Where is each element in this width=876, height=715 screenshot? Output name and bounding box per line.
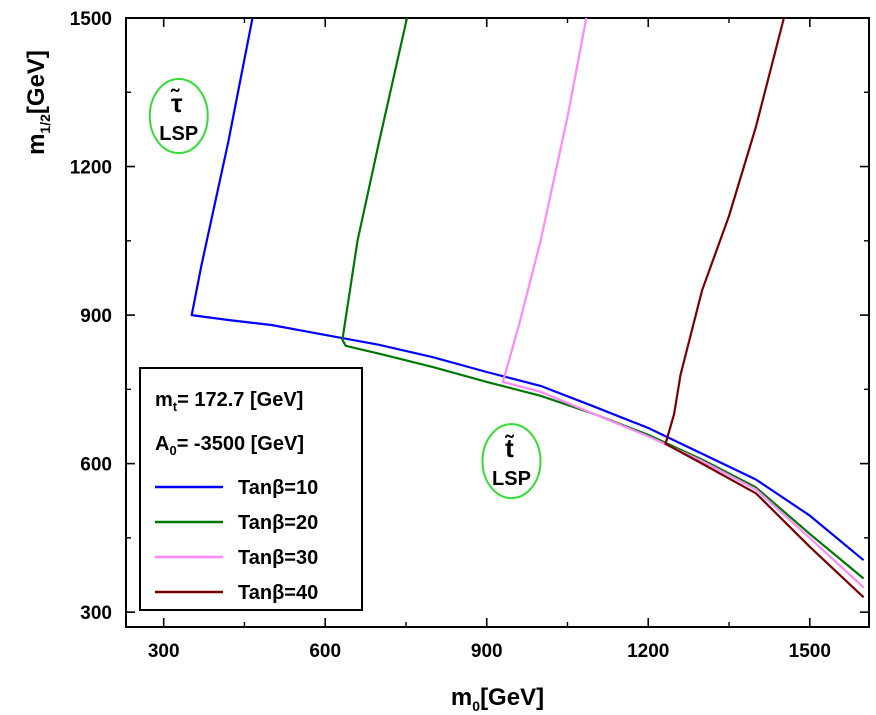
legend-param-2: A0= -3500 [GeV] bbox=[155, 433, 304, 458]
annotation-ellipse-1 bbox=[148, 78, 209, 155]
legend-label-4: Tanβ=40 bbox=[238, 582, 318, 604]
x-tick-label: 600 bbox=[309, 641, 341, 662]
series-line-1 bbox=[190, 17, 865, 562]
legend-label-3: Tanβ=30 bbox=[238, 547, 318, 569]
x-tick-label: 1200 bbox=[627, 641, 669, 662]
series-line-2 bbox=[341, 17, 865, 580]
legend-box bbox=[139, 367, 363, 611]
annotation-label-2: LSP bbox=[492, 468, 531, 490]
legend-label-1: Tanβ=10 bbox=[238, 477, 318, 499]
legend-param-1: mt= 172.7 [GeV] bbox=[155, 389, 303, 414]
y-tick-label: 1500 bbox=[70, 9, 112, 30]
y-tick-label: 600 bbox=[80, 455, 112, 476]
y-tick-label: 900 bbox=[80, 306, 112, 327]
annotation-label-1: LSP bbox=[159, 123, 198, 145]
annotation-glyph-1: τ̃ bbox=[171, 88, 183, 118]
y-tick-label: 300 bbox=[80, 603, 112, 624]
x-tick-label: 1500 bbox=[789, 641, 831, 662]
legend-label-2: Tanβ=20 bbox=[238, 512, 318, 534]
series-line-4 bbox=[664, 17, 865, 599]
y-tick-label: 1200 bbox=[70, 158, 112, 179]
plot-frame bbox=[125, 17, 870, 628]
annotation-glyph-2: t̃ bbox=[505, 433, 515, 463]
series-line-3 bbox=[501, 17, 865, 589]
x-axis-title: m0[GeV] bbox=[451, 684, 544, 714]
x-tick-label: 300 bbox=[148, 641, 180, 662]
x-tick-label: 900 bbox=[471, 641, 503, 662]
annotation-ellipse-2 bbox=[481, 423, 542, 500]
y-axis-title: m1/2[GeV] bbox=[23, 50, 53, 155]
